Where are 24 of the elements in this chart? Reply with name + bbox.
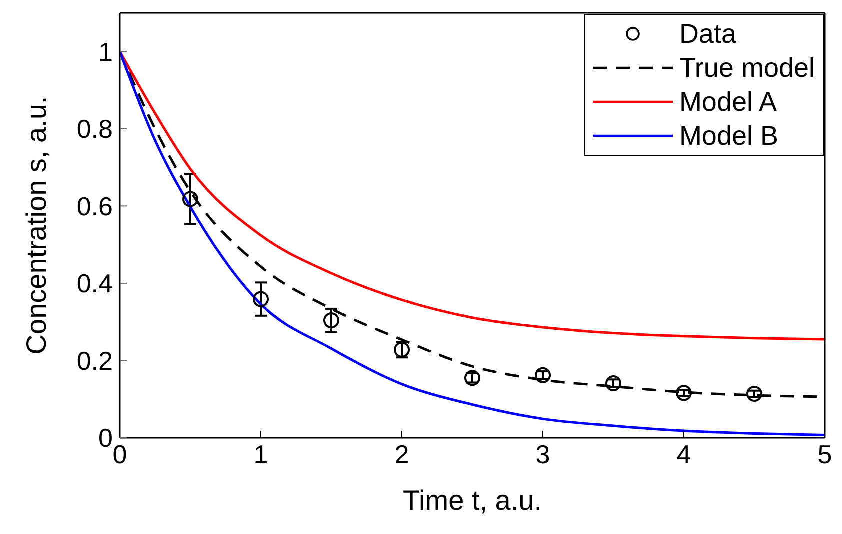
y-tick-label: 0.8 [76,114,113,144]
x-tick-label: 1 [254,439,268,470]
legend-label: Model B [679,120,778,152]
point [324,312,340,329]
y-axis-title: Concentration s, a.u. [20,96,52,355]
x-tick-label: 4 [676,439,692,470]
x-tick-label: 5 [818,439,832,470]
y-tick-label: 1 [98,36,113,67]
x-tick-label: 3 [536,439,550,470]
y-tick-label: 0.2 [76,346,113,376]
point [676,385,692,402]
point [182,191,198,208]
line-series [120,50,825,341]
y-tick-label: 0.6 [76,191,113,222]
y-tick-label: 0.4 [76,268,113,299]
point [253,291,269,308]
legend-label: Data [679,18,736,50]
point [535,367,551,384]
x-axis-title: Time t, a.u. [402,485,542,516]
legend-label: Model A [679,86,777,118]
legend-label: True model [679,52,815,84]
point [606,376,622,392]
point [746,386,762,402]
x-tick-label: 2 [394,439,410,470]
